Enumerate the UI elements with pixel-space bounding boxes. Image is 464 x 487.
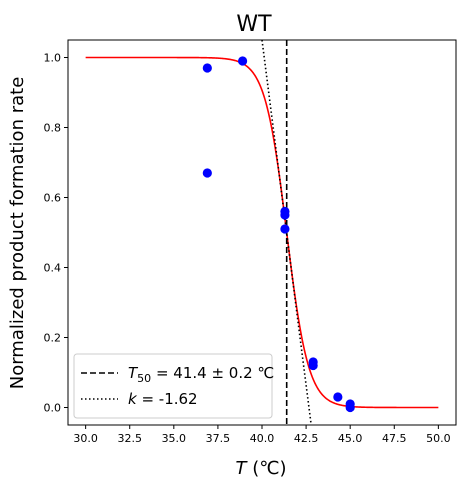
data-point xyxy=(202,63,212,73)
legend-t50-sub: 50 xyxy=(137,372,151,385)
legend-k-value: = -1.62 xyxy=(137,390,198,408)
data-points xyxy=(202,56,355,413)
data-point xyxy=(308,360,318,371)
data-point xyxy=(238,56,248,66)
data-point xyxy=(280,224,290,234)
x-tick-label: 32.5 xyxy=(117,432,142,445)
data-point xyxy=(202,168,212,178)
plot-area xyxy=(85,40,439,425)
y-tick-label: 0.0 xyxy=(44,402,62,415)
x-tick-label: 47.5 xyxy=(382,432,407,445)
chart-title: WT xyxy=(236,12,272,37)
fit-curve xyxy=(85,56,439,409)
x-tick-label: 42.5 xyxy=(294,432,319,445)
y-tick-label: 0.8 xyxy=(44,122,62,135)
y-tick-label: 0.6 xyxy=(44,192,62,205)
data-point xyxy=(345,402,355,413)
x-tick-label: 50.0 xyxy=(426,432,451,445)
legend-box xyxy=(73,353,273,419)
x-axis-label: T (℃) xyxy=(236,458,287,479)
data-point xyxy=(280,210,290,220)
legend-k-var: k xyxy=(128,390,138,408)
x-tick-label: 45.0 xyxy=(338,432,363,445)
y-tick-label: 0.4 xyxy=(44,262,62,275)
legend-t50-value: = 41.4 ± 0.2 ℃ xyxy=(151,364,274,382)
x-tick-label: 30.0 xyxy=(73,432,98,445)
legend-t50-var: T xyxy=(128,364,139,382)
x-tick-label: 40.0 xyxy=(250,432,275,445)
slope-line xyxy=(261,40,312,425)
x-tick-label: 37.5 xyxy=(206,432,231,445)
x-axis-label-var: T xyxy=(236,458,249,479)
data-point xyxy=(333,392,343,402)
y-tick-label: 0.2 xyxy=(44,332,62,345)
y-axis: 0.0 0.2 0.4 0.6 0.8 1.0 xyxy=(44,52,68,415)
y-tick-label: 1.0 xyxy=(44,52,62,65)
legend: T50 = 41.4 ± 0.2 ℃ k = -1.62 xyxy=(73,353,274,419)
legend-k-label: k = -1.62 xyxy=(128,390,198,408)
x-axis-label-unit: (℃) xyxy=(247,458,287,479)
legend-t50-label: T50 = 41.4 ± 0.2 ℃ xyxy=(128,364,274,385)
x-axis: 30.0 32.5 35.0 37.5 40.0 42.5 45.0 47.5 50.0 xyxy=(73,425,451,445)
y-axis-label: Normalized product formation rate xyxy=(7,77,28,390)
x-tick-label: 35.0 xyxy=(162,432,187,445)
